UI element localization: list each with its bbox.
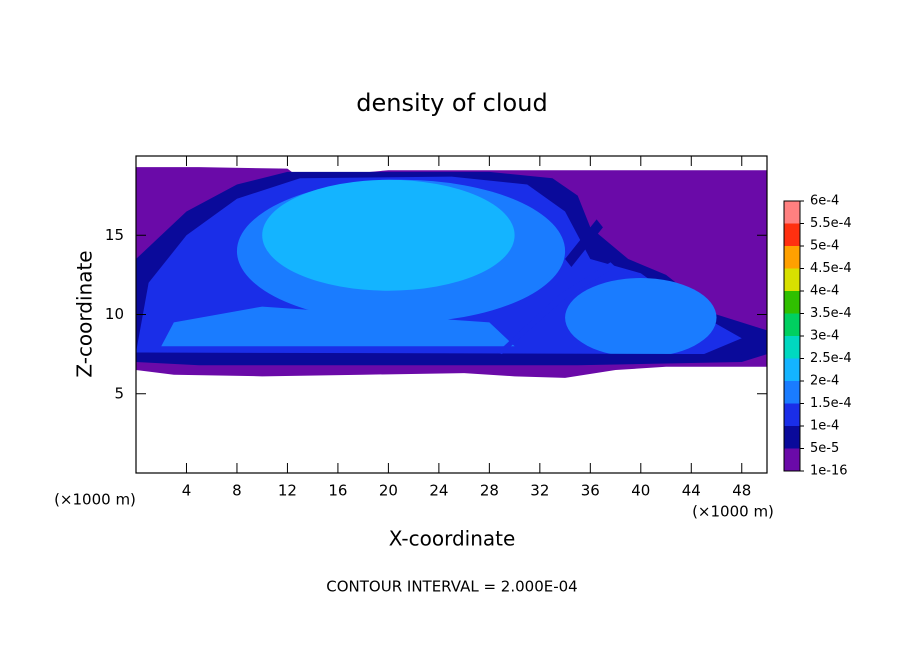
x-tick-label: 44	[682, 482, 701, 500]
contour-region	[496, 262, 616, 355]
contour-region	[565, 219, 603, 267]
x-axis-label: X-coordinate	[389, 527, 516, 551]
colorbar-label: 3.5e-4	[810, 306, 852, 321]
colorbar-label: 1.5e-4	[810, 396, 852, 411]
colorbar-label: 2.5e-4	[810, 351, 852, 366]
x-tick-label: 28	[480, 482, 499, 500]
x-unit-label: (×1000 m)	[692, 503, 774, 521]
contour-region	[262, 179, 515, 291]
colorbar-band	[784, 426, 800, 449]
colorbar-label: 5e-5	[810, 441, 839, 456]
colorbar-label: 4e-4	[810, 284, 839, 299]
colorbar-label: 3e-4	[810, 329, 839, 344]
colorbar-band	[784, 223, 800, 246]
x-tick-label: 36	[581, 482, 600, 500]
colorbar-band	[784, 358, 800, 381]
x-tick-label: 48	[732, 482, 751, 500]
colorbar-band	[784, 381, 800, 404]
colorbar-band	[784, 291, 800, 314]
x-tick-label: 8	[232, 482, 242, 500]
y-axis-label: Z-coordinate	[73, 250, 97, 377]
x-tick-label: 16	[328, 482, 347, 500]
x-tick-label: 4	[182, 482, 192, 500]
chart-title: density of cloud	[356, 89, 547, 117]
y-unit-label: (×1000 m)	[54, 491, 136, 509]
colorbar-band	[784, 268, 800, 291]
contour-region	[565, 278, 717, 358]
colorbar-band	[784, 313, 800, 336]
x-tick-label: 24	[429, 482, 448, 500]
colorbar-band	[784, 336, 800, 359]
x-tick-label: 20	[379, 482, 398, 500]
colorbar-label: 2e-4	[810, 374, 839, 389]
y-tick-label: 15	[105, 226, 124, 244]
x-tick-label: 40	[631, 482, 650, 500]
colorbar-band	[784, 448, 800, 471]
colorbar-label: 6e-4	[810, 194, 839, 209]
colorbar-label: 5.5e-4	[810, 216, 852, 231]
y-tick-label: 10	[105, 305, 124, 323]
contour-region	[136, 352, 742, 361]
x-tick-label: 32	[530, 482, 549, 500]
colorbar-band	[784, 201, 800, 224]
y-tick-label: 5	[114, 384, 124, 402]
colorbar-label: 4.5e-4	[810, 261, 852, 276]
colorbar-band	[784, 246, 800, 269]
colorbar-label: 1e-4	[810, 419, 839, 434]
footer: CONTOUR INTERVAL = 2.000E-04	[326, 578, 577, 596]
x-tick-label: 12	[278, 482, 297, 500]
contour-field	[136, 167, 767, 378]
colorbar-band	[784, 403, 800, 426]
colorbar-label: 1e-16	[810, 464, 848, 479]
contour-region	[161, 306, 515, 347]
colorbar-label: 5e-4	[810, 239, 839, 254]
